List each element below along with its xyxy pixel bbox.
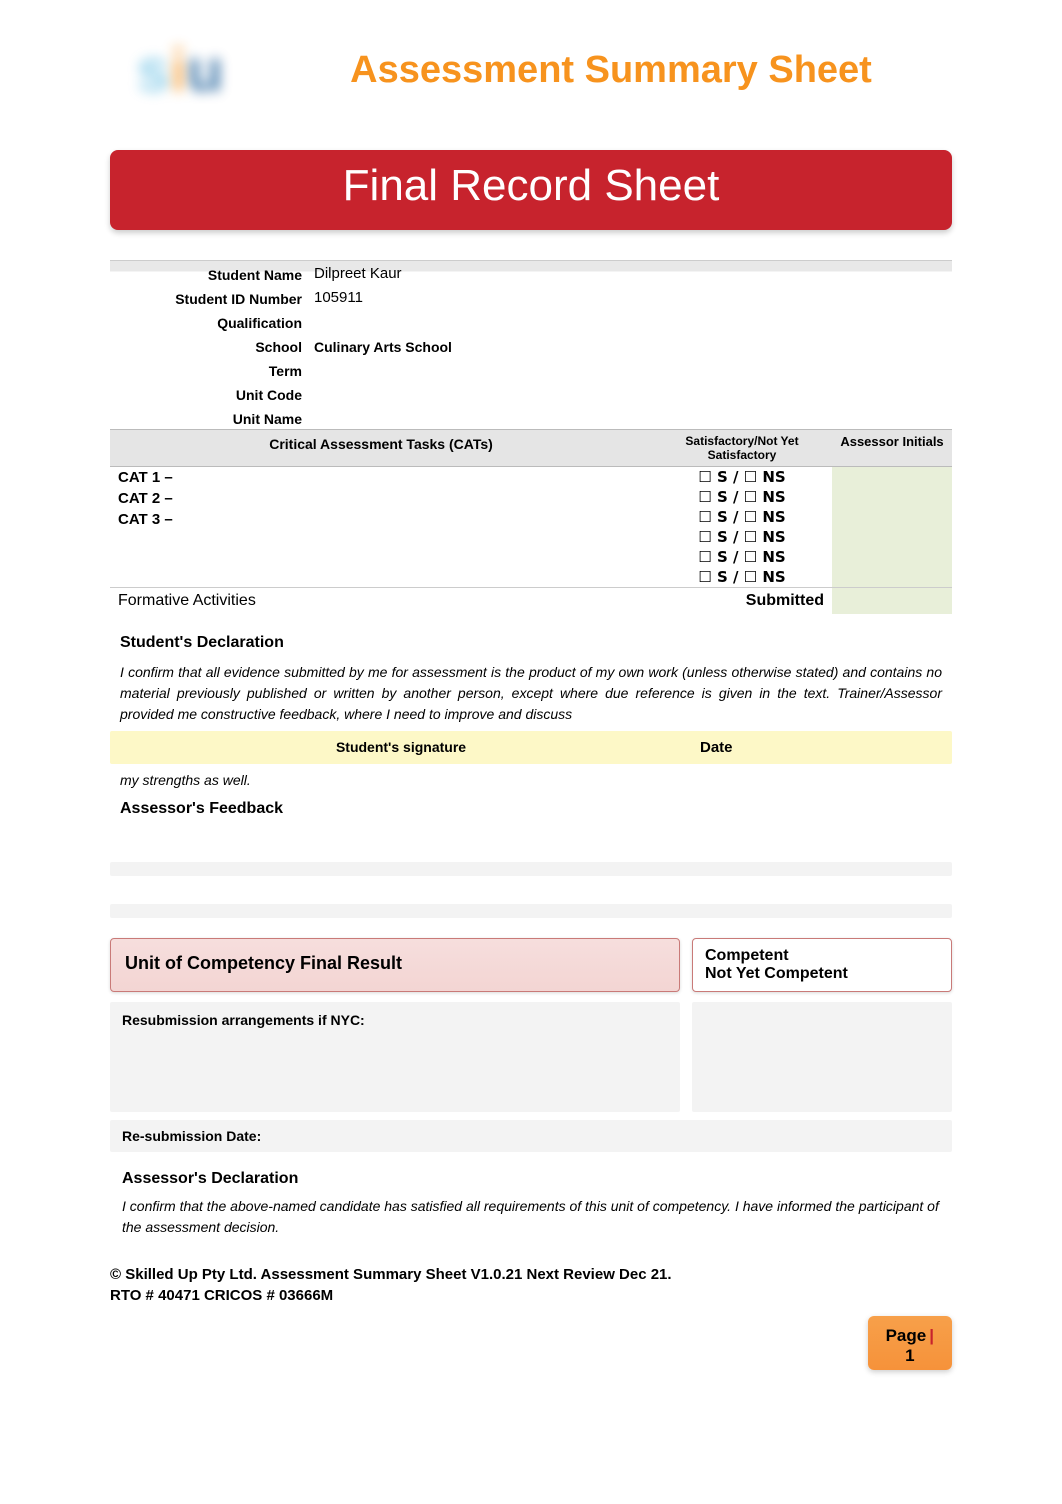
date-label: Date <box>680 739 940 756</box>
cat-row: CAT 1 – <box>118 467 652 488</box>
footer-line2: RTO # 40471 CRICOS # 03666M <box>110 1285 952 1306</box>
feedback-bars <box>110 862 952 918</box>
assessor-declaration-title: Assessor's Declaration <box>122 1170 940 1188</box>
formative-label: Formative Activities <box>110 588 652 614</box>
label-qualification: Qualification <box>110 311 310 331</box>
page-number: 1 <box>905 1346 914 1365</box>
assessor-feedback-section: Assessor's Feedback <box>110 796 952 834</box>
label-student-name: Student Name <box>110 263 310 283</box>
nyc-label: Not Yet Competent <box>705 965 939 983</box>
page-label: Page <box>886 1326 927 1345</box>
sns-row: ☐ S / ☐ NS <box>652 547 832 567</box>
assessor-feedback-title: Assessor's Feedback <box>120 800 942 818</box>
resubmission-title: Resubmission arrangements if NYC: <box>110 1002 680 1112</box>
resubmission-right <box>692 1002 952 1112</box>
banner-title: Final Record Sheet <box>110 150 952 230</box>
label-unit-name: Unit Name <box>110 407 310 427</box>
value-qualification <box>310 311 952 313</box>
assessor-initials-area <box>832 467 952 587</box>
header: siu Assessment Summary Sheet <box>0 20 1062 120</box>
submitted-label: Submitted <box>652 588 832 614</box>
cats-body: CAT 1 – CAT 2 – CAT 3 – ☐ S / ☐ NS☐ S / … <box>110 467 952 587</box>
final-result-options: Competent Not Yet Competent <box>692 938 952 992</box>
declaration-continued: my strengths as well. <box>110 764 952 796</box>
cat-row: CAT 3 – <box>118 509 652 530</box>
signature-row: Student's signature Date <box>110 731 952 764</box>
logo: siu <box>100 20 260 120</box>
cats-header-col2: Satisfactory/Not Yet Satisfactory <box>652 430 832 466</box>
value-unit-name <box>310 407 952 409</box>
resubmission-row: Resubmission arrangements if NYC: <box>110 1002 952 1112</box>
label-term: Term <box>110 359 310 379</box>
sns-row: ☐ S / ☐ NS <box>652 527 832 547</box>
final-result-title: Unit of Competency Final Result <box>110 938 680 992</box>
student-declaration-text: I confirm that all evidence submitted by… <box>120 662 942 725</box>
student-declaration-title: Student's Declaration <box>120 634 942 652</box>
footer: © Skilled Up Pty Ltd. Assessment Summary… <box>110 1264 952 1306</box>
resubmission-date-label: Re-submission Date: <box>110 1120 952 1152</box>
cats-header: Critical Assessment Tasks (CATs) Satisfa… <box>110 429 952 467</box>
sns-row: ☐ S / ☐ NS <box>652 487 832 507</box>
formative-initials-area <box>832 588 952 614</box>
cats-header-col1: Critical Assessment Tasks (CATs) <box>110 430 652 466</box>
label-unit-code: Unit Code <box>110 383 310 403</box>
value-student-id: 105911 <box>310 287 952 306</box>
value-term <box>310 359 952 361</box>
label-student-id: Student ID Number <box>110 287 310 307</box>
footer-line1: © Skilled Up Pty Ltd. Assessment Summary… <box>110 1264 952 1285</box>
sns-row: ☐ S / ☐ NS <box>652 507 832 527</box>
assessor-declaration-text: I confirm that the above-named candidate… <box>122 1196 940 1238</box>
label-school: School <box>110 335 310 355</box>
assessor-declaration-section: Assessor's Declaration I confirm that th… <box>110 1152 952 1244</box>
value-student-name: Dilpreet Kaur <box>310 263 952 282</box>
final-result-row: Unit of Competency Final Result Competen… <box>110 938 952 992</box>
value-school: Culinary Arts School <box>310 335 952 355</box>
page-badge: Page| 1 <box>0 1316 952 1370</box>
value-unit-code <box>310 383 952 385</box>
sns-row: ☐ S / ☐ NS <box>652 467 832 487</box>
student-form: Student Name Dilpreet Kaur Student ID Nu… <box>110 260 952 614</box>
feedback-bar <box>110 904 952 918</box>
competent-label: Competent <box>705 947 939 965</box>
cat-row: CAT 2 – <box>118 488 652 509</box>
cats-header-col3: Assessor Initials <box>832 430 952 466</box>
sns-row: ☐ S / ☐ NS <box>652 567 832 587</box>
student-declaration-section: Student's Declaration I confirm that all… <box>110 614 952 731</box>
sheet-title: Assessment Summary Sheet <box>260 49 962 92</box>
feedback-bar <box>110 862 952 876</box>
signature-label: Student's signature <box>122 739 680 756</box>
formative-row: Formative Activities Submitted <box>110 587 952 614</box>
